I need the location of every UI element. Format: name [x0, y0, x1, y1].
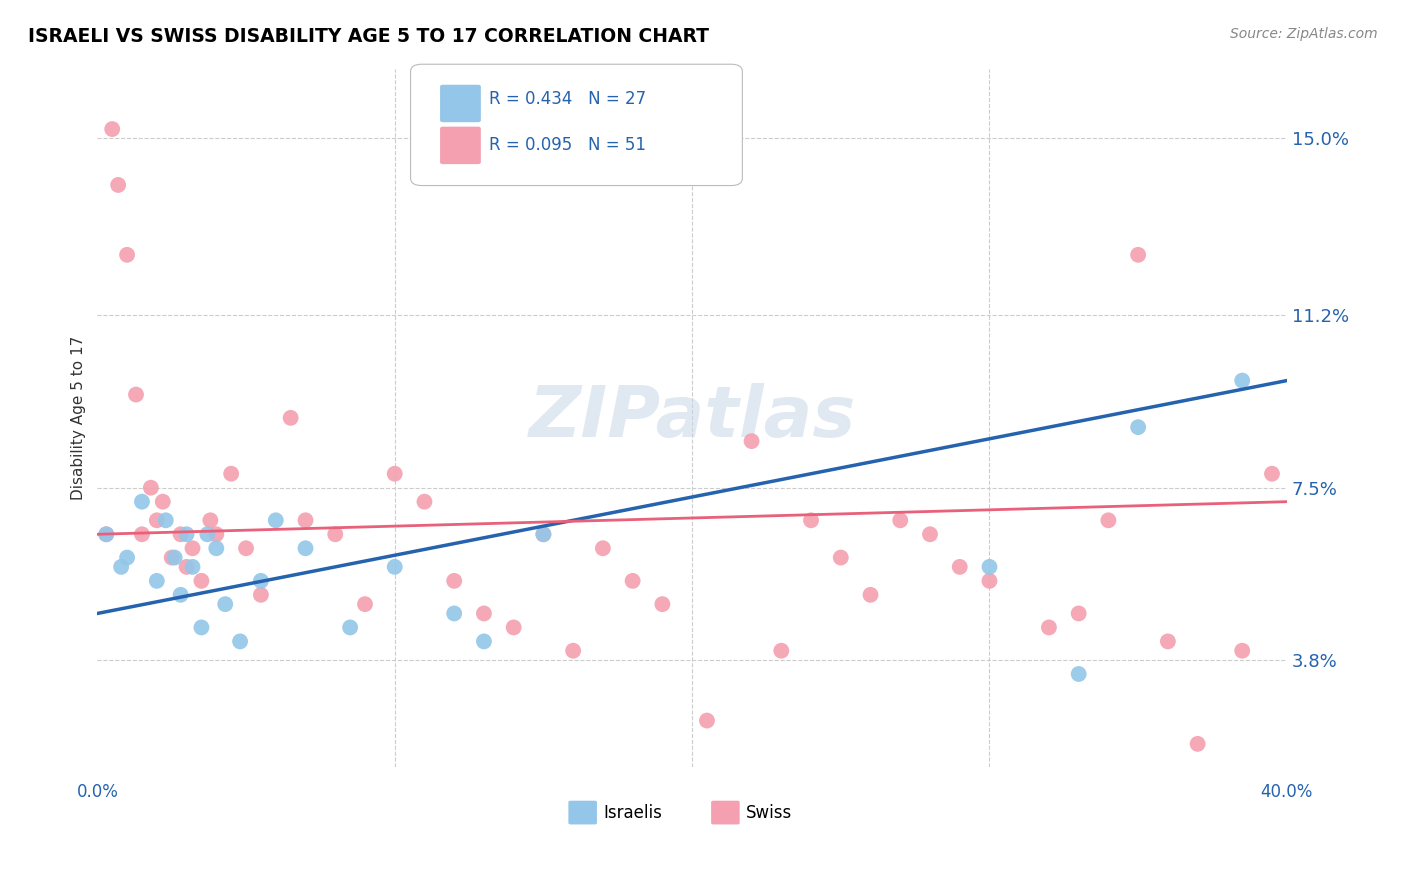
Point — [592, 541, 614, 556]
Text: 0.0%: 0.0% — [76, 783, 118, 801]
Point — [562, 644, 585, 658]
Point — [354, 597, 377, 611]
Point — [1232, 374, 1254, 388]
Point — [621, 574, 644, 588]
Point — [169, 527, 191, 541]
Point — [146, 513, 169, 527]
Point — [190, 620, 212, 634]
Point — [163, 550, 186, 565]
Point — [190, 574, 212, 588]
Point — [160, 550, 183, 565]
Point — [413, 494, 436, 508]
Point — [384, 467, 406, 481]
Y-axis label: Disability Age 5 to 17: Disability Age 5 to 17 — [72, 335, 86, 500]
Point — [1067, 667, 1090, 681]
Point — [859, 588, 882, 602]
Point — [96, 527, 118, 541]
Point — [339, 620, 361, 634]
Point — [107, 178, 129, 192]
Point — [949, 560, 972, 574]
Point — [195, 527, 218, 541]
Point — [800, 513, 823, 527]
Point — [651, 597, 673, 611]
Point — [1232, 644, 1254, 658]
Text: R = 0.434   N = 27: R = 0.434 N = 27 — [489, 90, 647, 108]
Point — [250, 574, 273, 588]
Point — [155, 513, 177, 527]
Text: Swiss: Swiss — [745, 804, 792, 822]
Point — [502, 620, 524, 634]
Point — [146, 574, 169, 588]
Point — [200, 513, 222, 527]
Point — [1187, 737, 1209, 751]
Point — [280, 410, 302, 425]
Text: R = 0.095   N = 51: R = 0.095 N = 51 — [489, 136, 647, 154]
Point — [1126, 248, 1149, 262]
Point — [152, 494, 174, 508]
Point — [741, 434, 763, 449]
Point — [323, 527, 346, 541]
Point — [294, 541, 316, 556]
Point — [696, 714, 718, 728]
Point — [770, 644, 793, 658]
Point — [229, 634, 252, 648]
Point — [472, 607, 495, 621]
Point — [115, 248, 138, 262]
Point — [205, 527, 228, 541]
Point — [110, 560, 132, 574]
Point — [889, 513, 911, 527]
Text: 40.0%: 40.0% — [1261, 783, 1313, 801]
Text: Source: ZipAtlas.com: Source: ZipAtlas.com — [1230, 27, 1378, 41]
Point — [531, 527, 554, 541]
Point — [918, 527, 941, 541]
Point — [131, 527, 153, 541]
Point — [264, 513, 287, 527]
Point — [979, 560, 1001, 574]
Point — [125, 387, 148, 401]
Point — [384, 560, 406, 574]
Point — [235, 541, 257, 556]
Point — [1038, 620, 1060, 634]
Point — [214, 597, 236, 611]
Point — [181, 560, 204, 574]
Point — [294, 513, 316, 527]
Point — [96, 527, 118, 541]
Point — [1261, 467, 1284, 481]
Point — [1126, 420, 1149, 434]
Point — [830, 550, 852, 565]
Point — [139, 481, 162, 495]
Point — [1157, 634, 1180, 648]
Point — [169, 588, 191, 602]
Point — [443, 607, 465, 621]
Text: ISRAELI VS SWISS DISABILITY AGE 5 TO 17 CORRELATION CHART: ISRAELI VS SWISS DISABILITY AGE 5 TO 17 … — [28, 27, 709, 45]
FancyBboxPatch shape — [711, 801, 740, 824]
Point — [1097, 513, 1119, 527]
Point — [101, 122, 124, 136]
Point — [531, 527, 554, 541]
Point — [250, 588, 273, 602]
Text: Israelis: Israelis — [603, 804, 662, 822]
Point — [205, 541, 228, 556]
Point — [131, 494, 153, 508]
Point — [176, 527, 198, 541]
Point — [219, 467, 242, 481]
Point — [979, 574, 1001, 588]
Point — [176, 560, 198, 574]
Point — [181, 541, 204, 556]
Point — [443, 574, 465, 588]
Point — [1067, 607, 1090, 621]
Point — [472, 634, 495, 648]
Text: ZIPatlas: ZIPatlas — [529, 384, 856, 452]
FancyBboxPatch shape — [568, 801, 598, 824]
Point — [115, 550, 138, 565]
